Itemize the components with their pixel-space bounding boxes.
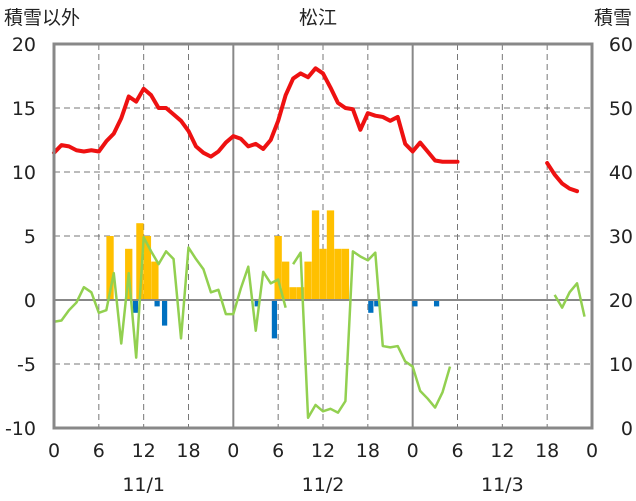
x-axis-ticks: 0 6 12 18 0 6 12 18 0 6 12 18 0: [48, 440, 598, 462]
x-tick-label: 12: [490, 440, 514, 462]
series-lines: [52, 66, 586, 420]
bar-negative: [254, 300, 260, 307]
y-left-tick-label: 15: [12, 98, 36, 120]
bar-positive: [274, 236, 282, 300]
green-series-line: [292, 250, 452, 420]
bar-positive: [151, 261, 159, 300]
date-labels: 11/1 11/2 11/3: [122, 474, 523, 496]
x-tick-label: 0: [586, 440, 598, 462]
bar-negative: [132, 300, 139, 313]
x-tick-label: 6: [451, 440, 463, 462]
x-tick-label: 0: [48, 440, 60, 462]
bar-negative: [271, 300, 278, 339]
precip-bars: [106, 210, 440, 339]
bar-negative: [433, 300, 440, 307]
x-tick-label: 18: [356, 440, 380, 462]
y-left-tick-label: 0: [24, 290, 36, 312]
bar-negative: [161, 300, 168, 326]
right-axis-label: 積雪: [594, 7, 632, 29]
temperature-line: [52, 66, 460, 164]
y-right-tick-label: 10: [609, 354, 633, 376]
plot-frame: [52, 42, 594, 430]
bar-negative: [374, 300, 380, 307]
bar-positive: [106, 236, 114, 300]
y-right-tick-label: 0: [621, 418, 633, 440]
y-left-tick-label: 5: [24, 226, 36, 248]
date-label: 11/2: [302, 474, 345, 496]
green-series-line: [553, 282, 586, 317]
y-right-tick-label: 50: [609, 98, 633, 120]
bar-positive: [319, 248, 327, 300]
x-tick-label: 0: [227, 440, 239, 462]
x-tick-label: 6: [93, 440, 105, 462]
bar-negative: [412, 300, 418, 307]
left-axis-label: 積雪以外: [4, 7, 80, 29]
x-tick-label: 12: [311, 440, 335, 462]
bar-negative: [154, 300, 160, 307]
temperature-line: [545, 161, 580, 194]
bar-positive: [326, 210, 335, 300]
bar-positive: [296, 287, 305, 300]
bar-positive: [281, 261, 290, 300]
y-left-tick-label: -5: [17, 354, 36, 376]
bar-negative: [368, 300, 374, 313]
x-tick-label: 6: [272, 440, 284, 462]
bar-positive: [304, 261, 312, 300]
x-tick-label: 0: [407, 440, 419, 462]
bar-positive: [289, 287, 297, 300]
date-label: 11/1: [122, 474, 165, 496]
x-tick-label: 18: [535, 440, 559, 462]
bar-positive: [341, 248, 350, 300]
y-right-tick-label: 30: [609, 226, 633, 248]
y-left-tick-label: 20: [12, 34, 36, 56]
bar-positive: [143, 236, 152, 300]
x-tick-label: 12: [132, 440, 156, 462]
chart-title: 松江: [299, 7, 337, 29]
bar-positive: [334, 248, 342, 300]
y-right-tick-label: 60: [609, 34, 633, 56]
x-tick-label: 18: [176, 440, 200, 462]
y-right-tick-label: 40: [609, 162, 633, 184]
y-axis-left-ticks: 20 15 10 5 0 -5 -10: [5, 34, 36, 440]
bar-positive: [136, 223, 144, 300]
y-right-tick-label: 20: [609, 290, 633, 312]
bar-positive: [311, 210, 320, 300]
y-left-tick-label: 10: [12, 162, 36, 184]
y-left-tick-label: -10: [5, 418, 36, 440]
green-series-line: [53, 236, 287, 359]
date-label: 11/3: [481, 474, 524, 496]
y-axis-right-ticks: 60 50 40 30 20 10 0: [609, 34, 633, 440]
